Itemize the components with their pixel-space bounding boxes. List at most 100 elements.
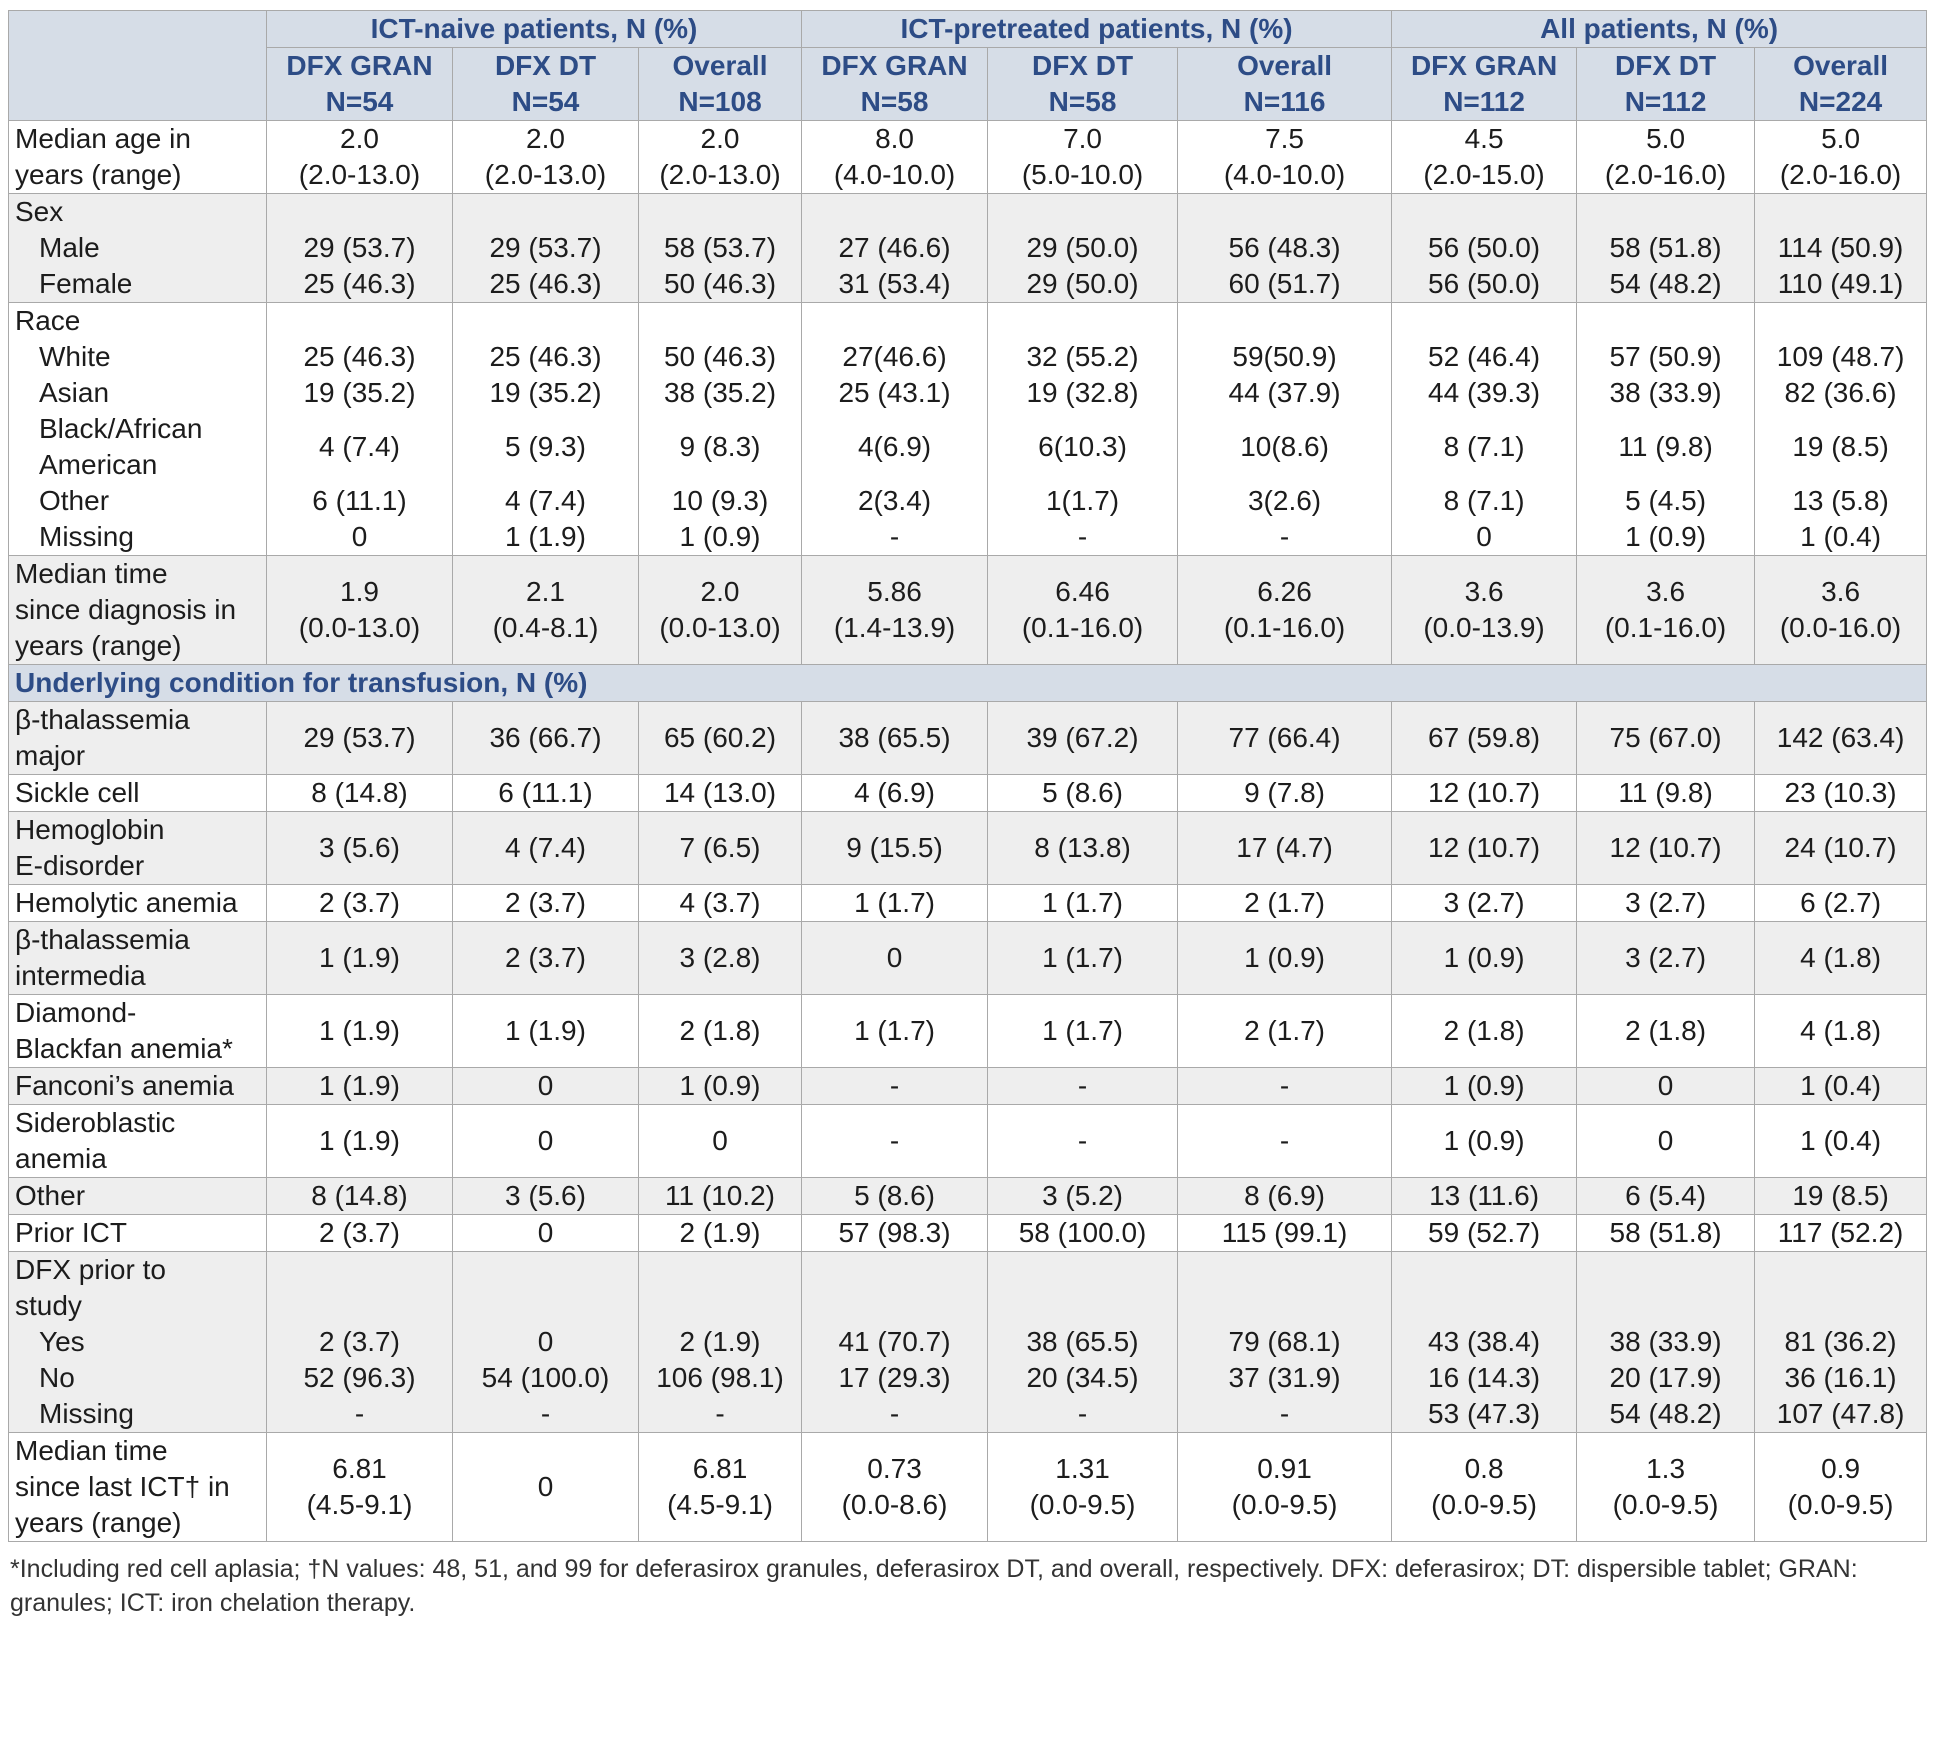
cell-value: 107 (47.8): [1776, 1398, 1905, 1429]
cell-value: 8 (7.1): [1443, 431, 1525, 462]
data-cell: 58 (53.7) 50 (46.3): [637, 193, 803, 303]
cell-value: 0: [351, 521, 368, 552]
group-header-row: ICT-naive patients, N (%) ICT-pretreated…: [8, 10, 1928, 121]
cell-value: [455, 1288, 636, 1324]
cell-value: 32 (55.2): [1026, 341, 1139, 372]
cell-value: 6.46: [1055, 576, 1110, 607]
cell-value: 52 (46.4): [1428, 341, 1541, 372]
cell-value: [990, 303, 1175, 339]
cell-value: 3 (2.7): [1625, 887, 1707, 918]
cell-value: 2 (1.7): [1244, 887, 1326, 918]
data-cell: 58 (51.8): [1576, 1214, 1756, 1252]
data-cell: 8 (6.9): [1177, 1177, 1393, 1215]
data-cell: 2.1 (0.4-8.1): [452, 555, 639, 665]
row-label-line: Sickle cell: [15, 777, 140, 808]
cell-value: 3 (2.7): [1625, 942, 1707, 973]
data-cell: 3 (2.7): [1576, 921, 1756, 995]
data-cell: 39 (67.2): [987, 701, 1179, 775]
demographics-body: Median age in years (range) 2.0 (2.0-13.0) 2…: [8, 120, 1928, 665]
data-cell: 29 (53.7) 25 (46.3): [266, 193, 453, 303]
data-cell: 19 (8.5): [1754, 1177, 1928, 1215]
cell-value: 2 (3.7): [319, 1326, 400, 1357]
row-label-line: American: [39, 449, 158, 480]
cell-value: 58 (51.8): [1609, 1217, 1722, 1248]
cell-value: 2(3.4): [857, 485, 932, 516]
cell-value: 2 (1.9): [679, 1326, 761, 1357]
header-corner: [8, 10, 267, 121]
row-label-line: years (range): [15, 1507, 182, 1538]
data-cell: 4 (6.9): [801, 774, 989, 812]
data-cell: 1 (1.7): [801, 884, 989, 922]
data-cell: 0.8 (0.0-9.5): [1391, 1432, 1578, 1542]
data-cell: 13 (11.6): [1391, 1177, 1578, 1215]
data-cell: 2 (3.7): [266, 884, 453, 922]
cell-value: 4 (1.8): [1800, 942, 1882, 973]
cell-value: 25 (46.3): [489, 268, 602, 299]
column-header: DFX DT N=112: [1576, 47, 1756, 121]
cell-value: -: [1279, 1070, 1290, 1101]
cell-value: (0.0-9.5): [1231, 1489, 1338, 1520]
data-cell: 79 (68.1) 37 (31.9) -: [1177, 1251, 1393, 1433]
cell-value: 1 (1.9): [319, 1070, 400, 1101]
cell-value: (4.0-10.0): [1223, 159, 1346, 190]
data-cell: 109 (48.7) 82 (36.6) 19 (8.5) 13 (5.8) 1 (0.…: [1754, 302, 1928, 556]
cell-value: 110 (49.1): [1777, 268, 1904, 299]
data-cell: -: [1177, 1104, 1393, 1178]
cell-value: 58 (51.8): [1609, 232, 1722, 263]
row-label-line: Prior ICT: [15, 1217, 127, 1248]
data-cell: 1.3 (0.0-9.5): [1576, 1432, 1756, 1542]
data-cell: 25 (46.3) 19 (35.2) 4 (7.4) 6 (11.1) 0: [266, 302, 453, 556]
data-cell: 11 (9.8): [1576, 774, 1756, 812]
cell-value: 7.0: [1063, 123, 1102, 154]
data-cell: 3 (2.7): [1576, 884, 1756, 922]
row-label: Prior ICT: [8, 1214, 267, 1252]
conditions-body: β-thalassemia major 29 (53.7) 36 (66.7) 65 (…: [8, 701, 1928, 1542]
section-header-body: Underlying condition for transfusion, N …: [7, 664, 1928, 702]
cell-value: 12 (10.7): [1428, 832, 1541, 863]
cell-value: 1 (1.7): [1042, 887, 1123, 918]
column-header: DFX DT N=54: [452, 47, 639, 121]
cell-value: (4.5-9.1): [306, 1489, 413, 1520]
data-cell: 3 (2.7): [1391, 884, 1578, 922]
cell-value: 0: [1657, 1125, 1674, 1156]
cell-value: 6 (11.1): [498, 777, 593, 808]
data-cell: 3 (5.6): [266, 811, 453, 885]
data-cell: 6 (11.1): [452, 774, 639, 812]
cell-value: 9 (7.8): [1244, 777, 1326, 808]
cell-value: 2 (3.7): [505, 887, 586, 918]
data-cell: 67 (59.8): [1391, 701, 1578, 775]
cell-value: 0.73: [867, 1453, 922, 1484]
cell-value: 58 (100.0): [1018, 1217, 1147, 1248]
cell-value: (0.1-16.0): [1223, 612, 1346, 643]
cell-value: [1579, 1252, 1752, 1288]
cell-value: [641, 194, 799, 230]
cell-value: 12 (10.7): [1428, 777, 1541, 808]
data-cell: 5.86 (1.4-13.9): [801, 555, 989, 665]
row-label-line: since last ICT† in: [15, 1471, 230, 1502]
cell-value: 7 (6.5): [679, 832, 761, 863]
cell-value: 1 (0.9): [1443, 1070, 1525, 1101]
row-label-line: Sex: [15, 196, 64, 227]
row-label-line: β-thalassemia: [15, 704, 190, 735]
cell-value: (4.0-10.0): [833, 159, 956, 190]
column-header: DFX GRAN N=112: [1391, 47, 1578, 121]
cell-value: 2 (1.8): [1625, 1015, 1707, 1046]
data-cell: 1 (1.9): [266, 1067, 453, 1105]
table-footnote: *Including red cell aplasia; †N values: …: [10, 1555, 1858, 1617]
cell-value: [455, 303, 636, 339]
cell-value: 38 (35.2): [663, 377, 777, 408]
cell-value: 0.8: [1464, 1453, 1504, 1484]
cell-value: 114 (50.9): [1777, 232, 1904, 263]
data-cell: 5.0 (2.0-16.0): [1576, 120, 1756, 194]
data-cell: 2 (3.7): [266, 1214, 453, 1252]
cell-value: 65 (60.2): [663, 722, 777, 753]
row-label: Median time since diagnosis in years (rang…: [8, 555, 267, 665]
row-label-line: anemia: [15, 1143, 107, 1174]
row-label-line: E-disorder: [15, 850, 145, 881]
cell-value: 3.6: [1821, 576, 1861, 607]
cell-value: 8 (14.8): [311, 1180, 408, 1211]
data-cell: 1 (1.7): [987, 921, 1179, 995]
data-cell: 2 (3.7): [452, 884, 639, 922]
data-cell: 1 (0.4): [1754, 1104, 1928, 1178]
table-row: Fanconi’s anemia 1 (1.9) 0 1 (0.9) - - - 1 (0.9…: [8, 1067, 1928, 1105]
